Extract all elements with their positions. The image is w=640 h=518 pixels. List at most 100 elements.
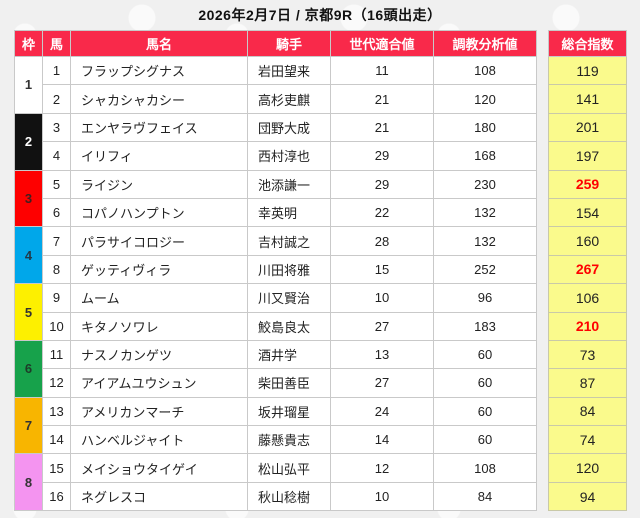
column-gap-spacer (537, 340, 549, 368)
training-value-cell: 120 (433, 84, 537, 114)
horse-number-cell: 8 (42, 254, 71, 285)
horse-number-cell: 1 (42, 55, 71, 86)
frame-cell: 3 (14, 169, 43, 228)
table-row: 10 キタノソワレ 鮫島良太 27 183 210 (15, 311, 627, 341)
table-row: 1 1 フラップシグナス 岩田望来 11 108 119 (14, 55, 627, 114)
total-index-cell: 74 (548, 425, 627, 455)
jockey-cell: 酒井学 (247, 339, 331, 370)
column-header-number: 馬 (42, 30, 71, 57)
training-value-cell: 60 (433, 425, 537, 455)
generation-value-cell: 15 (330, 254, 434, 285)
jockey-cell: 柴田善臣 (247, 368, 331, 398)
table-header-row: 枠 馬 馬名 騎手 世代適合値 調教分析値 総合指数 (14, 30, 627, 57)
race-table-body: 1 1 フラップシグナス 岩田望来 11 108 119 2 シャカシャカシー 高杉吏麒 21 120… (14, 55, 627, 512)
table-row: 12 アイアムユウシュン 柴田善臣 27 60 87 (15, 368, 627, 398)
table-row: 2 シャカシャカシー 高杉吏麒 21 120 141 (15, 84, 627, 114)
race-table: 枠 馬 馬名 騎手 世代適合値 調教分析値 総合指数 1 1 フラップシグナス 岩田望… (14, 30, 627, 512)
horse-number-cell: 13 (42, 396, 71, 427)
column-gap-spacer (537, 85, 549, 113)
column-gap-spacer (537, 397, 549, 425)
column-gap-spacer (537, 312, 549, 340)
table-row: 8 15 メイショウタイゲイ 松山弘平 12 108 120 (14, 453, 627, 512)
table-row: 3 5 ライジン 池添謙一 29 230 259 (14, 169, 627, 228)
horse-number-cell: 12 (42, 368, 71, 398)
total-index-cell: 201 (548, 112, 627, 143)
column-gap-spacer (537, 454, 549, 482)
frame-cell: 7 (14, 396, 43, 455)
jockey-cell: 吉村誠之 (247, 226, 331, 256)
horse-name-cell: ハンベルジャイト (70, 425, 248, 455)
column-gap-spacer (537, 255, 549, 283)
generation-value-cell: 29 (330, 169, 434, 199)
column-gap-spacer (537, 57, 549, 85)
header-spacer (537, 31, 549, 57)
table-row: 14 ハンベルジャイト 藤懸貴志 14 60 74 (15, 425, 627, 455)
horse-name-cell: ムーム (70, 283, 248, 313)
total-index-cell: 87 (548, 368, 627, 398)
jockey-cell: 池添謙一 (247, 169, 331, 199)
column-header-training: 調教分析値 (433, 30, 537, 57)
training-value-cell: 180 (433, 112, 537, 143)
table-row: 8 ゲッティヴィラ 川田将雅 15 252 267 (15, 254, 627, 285)
column-gap-spacer (537, 227, 549, 255)
generation-value-cell: 12 (330, 453, 434, 483)
column-gap-spacer (537, 198, 549, 226)
horse-name-cell: ナスノカンゲツ (70, 339, 248, 370)
training-value-cell: 96 (433, 283, 537, 313)
training-value-cell: 168 (433, 141, 537, 171)
generation-value-cell: 21 (330, 84, 434, 114)
frame-cell: 5 (14, 283, 43, 341)
table-row: 7 13 アメリカンマーチ 坂井瑠星 24 60 84 (14, 396, 627, 455)
jockey-cell: 坂井瑠星 (247, 396, 331, 427)
training-value-cell: 60 (433, 368, 537, 398)
horse-name-cell: ネグレスコ (70, 481, 248, 512)
column-gap-spacer (537, 142, 549, 170)
total-index-cell: 94 (548, 481, 627, 512)
column-gap-spacer (537, 369, 549, 397)
column-gap-spacer (537, 284, 549, 312)
column-header-total: 総合指数 (548, 30, 627, 57)
page-title: 2026年2月7日 / 京都9R（16頭出走） (198, 7, 442, 23)
total-index-cell: 160 (548, 226, 627, 256)
training-value-cell: 60 (433, 339, 537, 370)
generation-value-cell: 21 (330, 112, 434, 143)
total-index-cell: 73 (548, 339, 627, 370)
jockey-cell: 団野大成 (247, 112, 331, 143)
jockey-cell: 鮫島良太 (247, 311, 331, 341)
horse-number-cell: 11 (42, 339, 71, 370)
training-value-cell: 230 (433, 169, 537, 199)
column-header-name: 馬名 (70, 30, 248, 57)
generation-value-cell: 29 (330, 141, 434, 171)
training-value-cell: 183 (433, 311, 537, 341)
column-gap-spacer (537, 113, 549, 141)
generation-value-cell: 24 (330, 396, 434, 427)
generation-value-cell: 10 (330, 481, 434, 512)
jockey-cell: 川田将雅 (247, 254, 331, 285)
horse-name-cell: ライジン (70, 169, 248, 199)
frame-cell: 8 (14, 453, 43, 512)
jockey-cell: 岩田望来 (247, 55, 331, 86)
horse-number-cell: 10 (42, 311, 71, 341)
generation-value-cell: 27 (330, 368, 434, 398)
total-index-cell: 119 (548, 55, 627, 86)
total-index-cell: 141 (548, 84, 627, 114)
horse-name-cell: エンヤラヴフェイス (70, 112, 248, 143)
total-index-cell: 210 (548, 311, 627, 341)
generation-value-cell: 10 (330, 283, 434, 313)
table-row: 2 3 エンヤラヴフェイス 団野大成 21 180 201 (14, 112, 627, 171)
horse-name-cell: コパノハンプトン (70, 197, 248, 228)
total-index-cell: 84 (548, 396, 627, 427)
horse-number-cell: 4 (42, 141, 71, 171)
horse-number-cell: 7 (42, 226, 71, 256)
frame-cell: 4 (14, 226, 43, 285)
table-row: 5 9 ムーム 川又賢治 10 96 106 (14, 283, 627, 341)
horse-number-cell: 2 (42, 84, 71, 114)
frame-cell: 1 (14, 56, 43, 114)
horse-number-cell: 14 (42, 425, 71, 455)
horse-name-cell: アイアムユウシュン (70, 368, 248, 398)
total-index-cell: 154 (548, 197, 627, 228)
jockey-cell: 西村淳也 (247, 141, 331, 171)
table-row: 6 11 ナスノカンゲツ 酒井学 13 60 73 (14, 339, 627, 398)
jockey-cell: 高杉吏麒 (247, 84, 331, 114)
generation-value-cell: 22 (330, 197, 434, 228)
